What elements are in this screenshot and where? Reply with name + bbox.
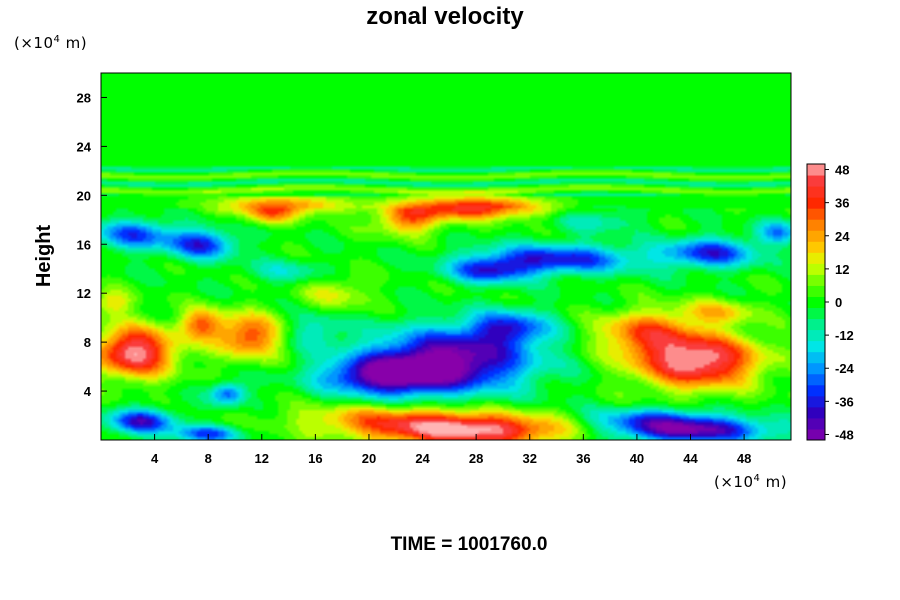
colorbar-tick-label: 48: [835, 163, 849, 178]
colorbar-band: [807, 263, 825, 275]
colorbar-band: [807, 208, 825, 220]
y-unit-label: (×104 m): [14, 34, 87, 52]
colorbar-band: [807, 219, 825, 231]
colorbar-band: [807, 296, 825, 309]
y-tick-label: 20: [77, 188, 91, 203]
x-tick-label: 48: [737, 451, 751, 466]
x-tick-label: 8: [205, 451, 212, 466]
x-unit-label: (×104 m): [714, 473, 787, 491]
colorbar: 48 36 24 12 0 -12 -24 -36 -48: [806, 163, 855, 442]
time-footer: TIME = 1001760.0: [391, 534, 548, 555]
colorbar-band: [807, 329, 825, 342]
heatmap-plot-area: [100, 72, 792, 441]
colorbar-bands: [807, 164, 825, 441]
x-tick-label: 44: [683, 451, 698, 466]
y-tick-label: 24: [77, 139, 92, 154]
colorbar-tick-label: 0: [835, 295, 842, 310]
colorbar-band: [807, 307, 825, 320]
x-tick-label: 12: [255, 451, 269, 466]
y-tick-label: 28: [77, 90, 91, 105]
colorbar-band: [807, 230, 825, 242]
colorbar-band: [807, 318, 825, 331]
x-tick-label: 20: [362, 451, 376, 466]
y-tick-label: 12: [77, 286, 91, 301]
colorbar-band: [807, 186, 825, 198]
colorbar-tick-label: -24: [835, 361, 855, 376]
y-tick-label: 8: [84, 335, 91, 350]
colorbar-band: [807, 164, 825, 176]
colorbar-band: [807, 252, 825, 264]
colorbar-tick-label: -12: [835, 328, 854, 343]
colorbar-band: [807, 428, 825, 441]
colorbar-tick-label: -36: [835, 394, 854, 409]
y-axis-label: Height: [33, 225, 55, 288]
colorbar-band: [807, 241, 825, 253]
colorbar-band: [807, 340, 825, 353]
y-tick-label: 16: [77, 237, 91, 252]
colorbar-tick-label: -48: [835, 427, 854, 442]
y-axis-ticks: 4 8 12 16 20 24 28: [77, 90, 107, 399]
colorbar-tick-label: 24: [835, 229, 850, 244]
x-tick-label: 28: [469, 451, 483, 466]
x-tick-label: 36: [576, 451, 590, 466]
x-axis-ticks: 4 8 12 16 20 24 28 32 36 40 44 48: [151, 434, 751, 466]
colorbar-band: [807, 417, 825, 430]
x-tick-label: 4: [151, 451, 159, 466]
x-tick-label: 40: [630, 451, 644, 466]
colorbar-tick-label: 12: [835, 262, 849, 277]
x-tick-label: 24: [415, 451, 430, 466]
colorbar-band: [807, 384, 825, 397]
colorbar-band: [807, 395, 825, 408]
y-tick-label: 4: [84, 384, 92, 399]
colorbar-band: [807, 285, 825, 297]
colorbar-band: [807, 351, 825, 364]
x-tick-label: 16: [308, 451, 322, 466]
colorbar-tick-label: 36: [835, 196, 849, 211]
colorbar-band: [807, 362, 825, 375]
heatmap-field: [101, 73, 791, 440]
colorbar-band: [807, 175, 825, 187]
plot-frame: [100, 72, 792, 441]
colorbar-band: [807, 406, 825, 419]
colorbar-ticks: 48 36 24 12 0 -12 -24 -36 -48: [825, 163, 855, 442]
chart-title: zonal velocity: [366, 3, 524, 30]
x-tick-label: 32: [523, 451, 537, 466]
colorbar-band: [807, 274, 825, 286]
colorbar-band: [807, 197, 825, 209]
colorbar-band: [807, 373, 825, 386]
